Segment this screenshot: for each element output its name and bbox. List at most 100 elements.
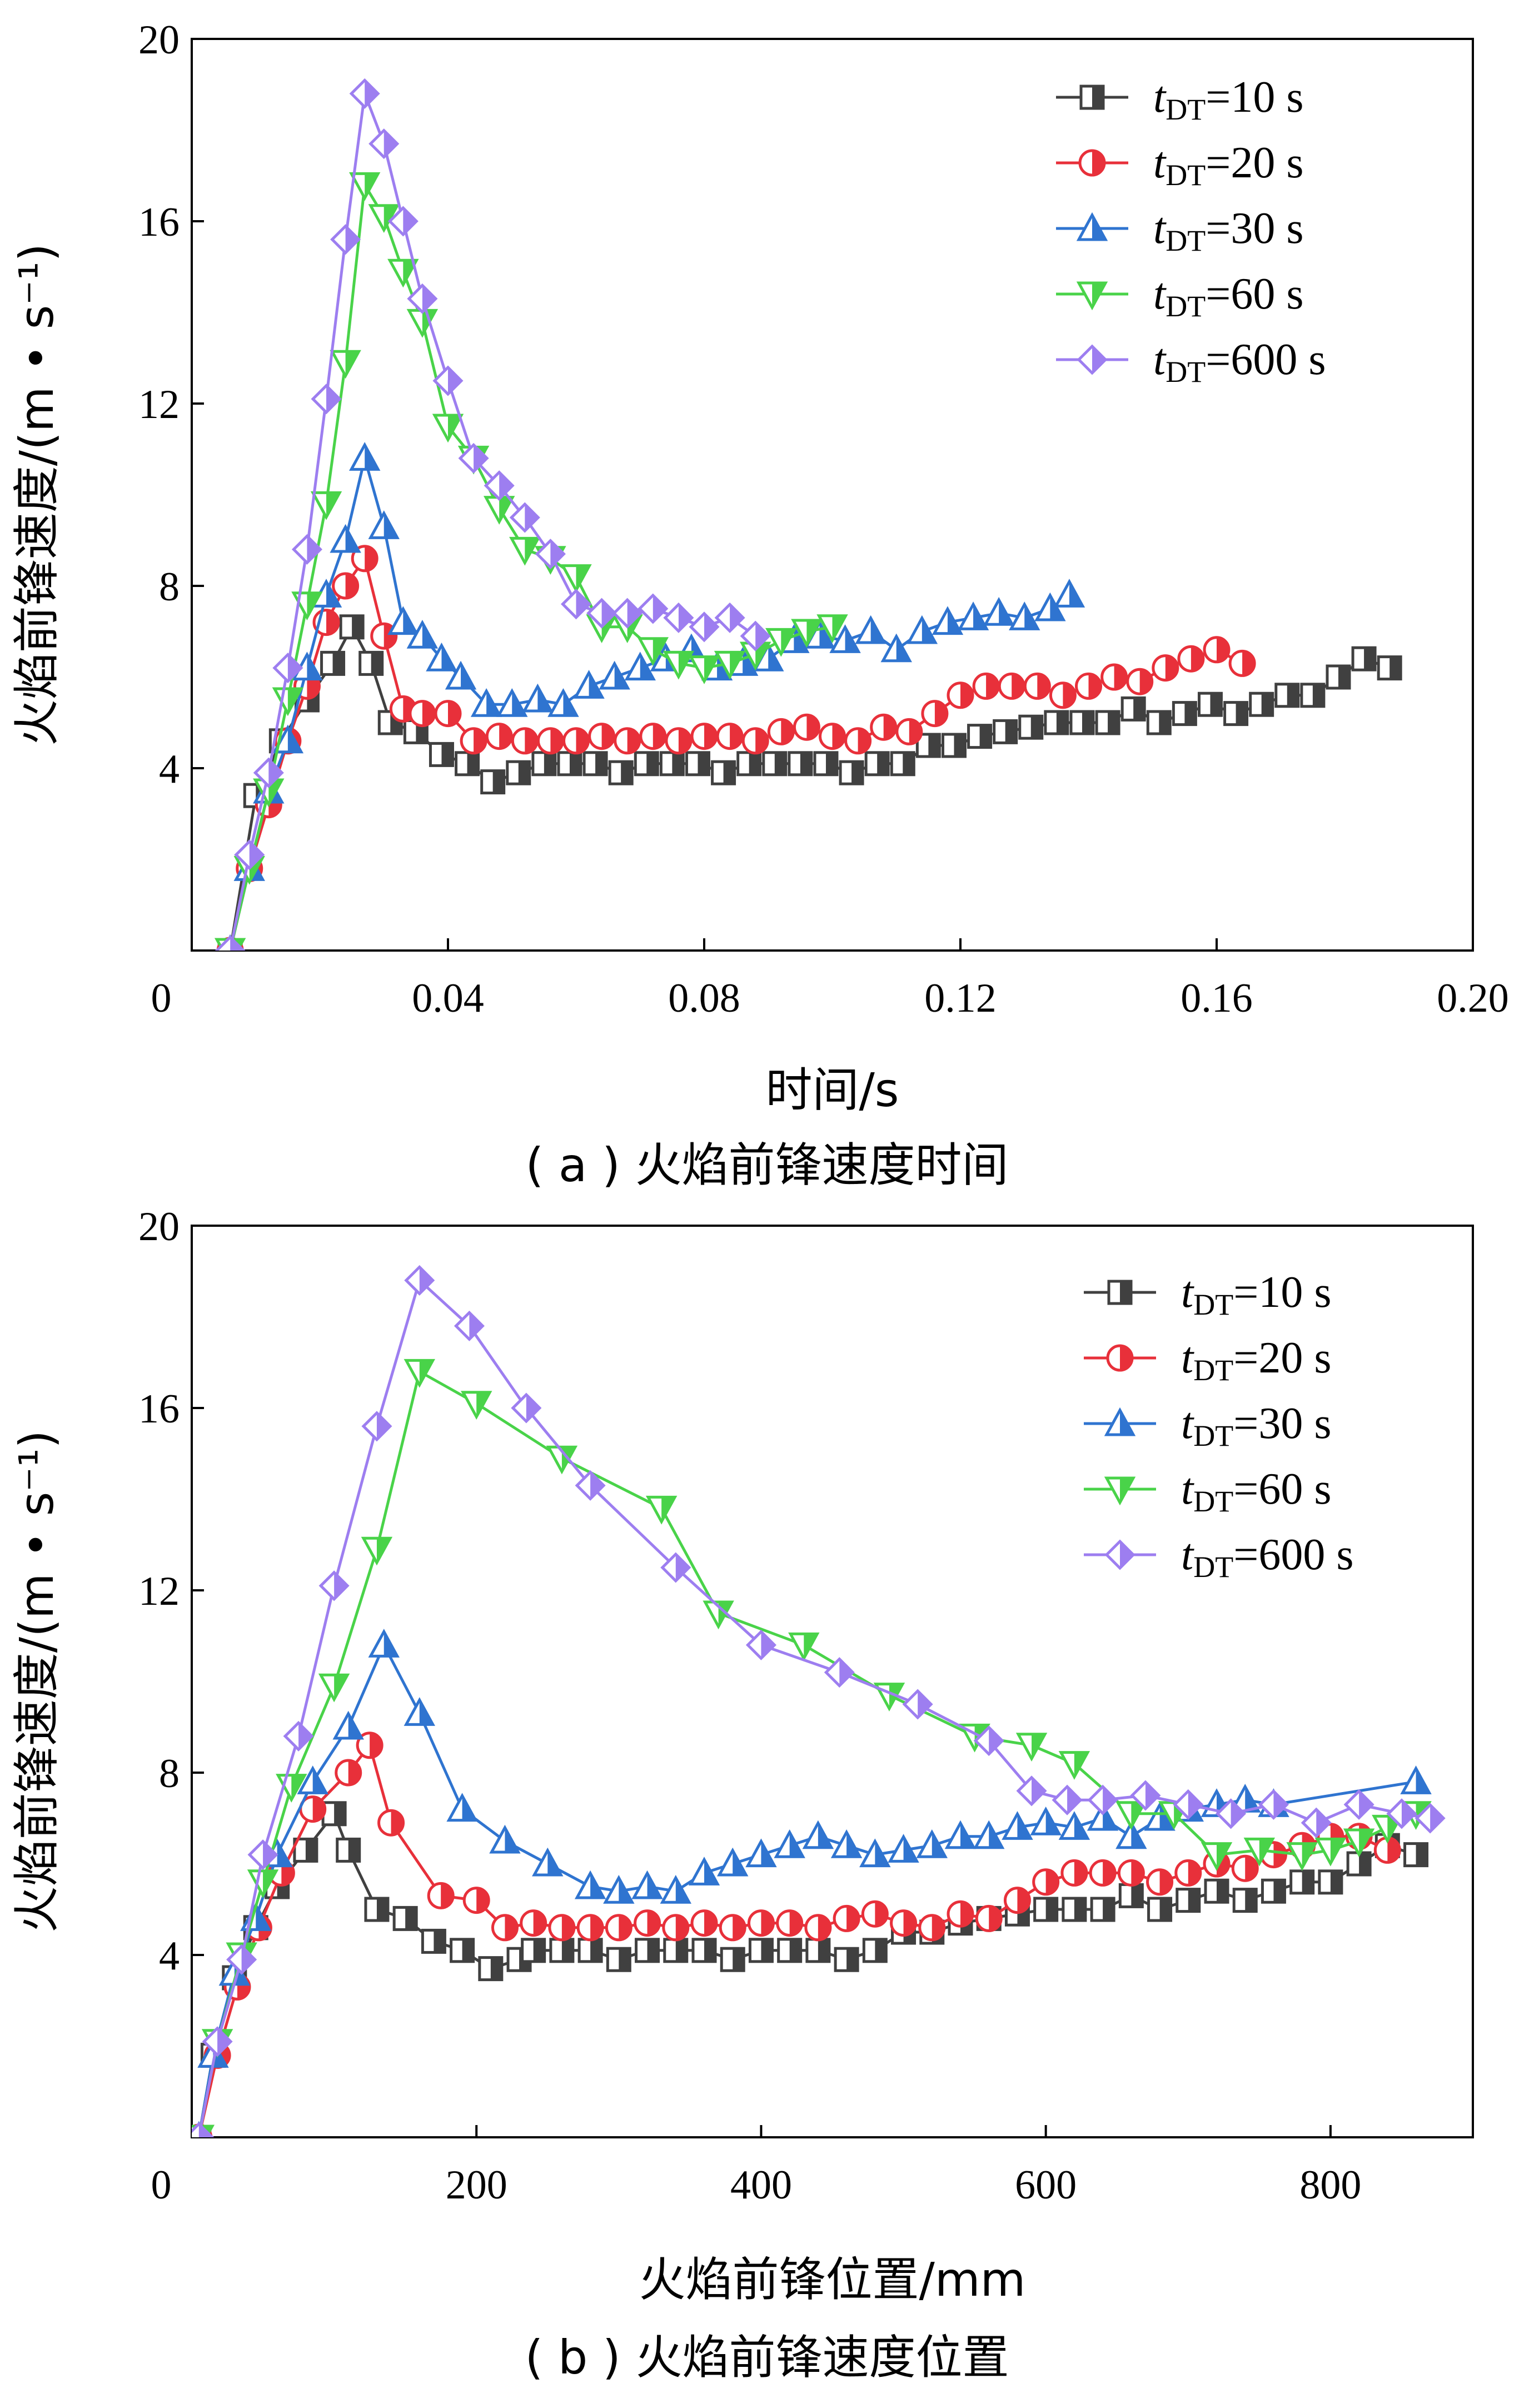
data-point-fill [928, 734, 940, 757]
data-point-fill [230, 937, 244, 951]
data-point-fill [1430, 1805, 1444, 1832]
data-point-fill [312, 1768, 326, 1793]
data-point-fill [1114, 665, 1127, 690]
data-point-fill [403, 609, 417, 634]
data-point-fill [512, 691, 526, 716]
data-point-fill [1330, 1839, 1344, 1864]
data-point-fill [287, 689, 301, 713]
data-point-fill [733, 1948, 744, 1971]
y-tick-label: 16 [138, 1386, 180, 1432]
data-point-fill [647, 1873, 661, 1898]
data-point-fill [918, 1691, 932, 1718]
legend-var: t [1181, 1399, 1194, 1448]
data-point-fill [1012, 674, 1024, 699]
legend-rest: =10 s [1233, 1268, 1331, 1317]
data-point-fill [818, 1915, 830, 1940]
data-point-fill [526, 1395, 540, 1421]
data-point-fill [749, 752, 760, 775]
data-point-fill [277, 1841, 291, 1866]
legend-var: t [1181, 1334, 1194, 1382]
data-point-fill [499, 497, 513, 522]
data-point-fill [419, 1360, 433, 1385]
data-point-fill [525, 504, 539, 531]
data-point-fill [434, 1930, 445, 1953]
legend-entry: tDT=10 s [1181, 1268, 1331, 1321]
data-point-fill [1088, 674, 1101, 699]
data-point-fill [352, 615, 363, 638]
panel-a: 4 8 12 16 20 0 0.04 0.08 0.12 0.16 0.20 时间/s 火焰前锋速度/… [9, 17, 1509, 1192]
data-point-fill [934, 701, 947, 726]
legend-var: t [1181, 1530, 1194, 1579]
y-tick-label: 12 [138, 382, 180, 427]
data-point-fill [1184, 702, 1196, 725]
legend-entry: tDT=600 s [1153, 335, 1326, 389]
data-point-fill [1063, 683, 1075, 708]
data-point-fill [505, 1828, 519, 1852]
data-point-fill [896, 636, 910, 661]
data-point-fill [1330, 1870, 1342, 1893]
series-line [197, 1812, 1417, 2137]
data-point-fill [1302, 1843, 1316, 1868]
x-tick-label: 800 [1299, 2162, 1361, 2208]
legend-rest: =30 s [1233, 1399, 1331, 1448]
data-point-fill [1030, 716, 1042, 739]
x-tick-label: 200 [446, 2162, 507, 2208]
data-point-fill [761, 1631, 775, 1659]
data-point-fill [839, 1659, 853, 1686]
data-point-fill [291, 1775, 305, 1800]
data-point-fill [1242, 651, 1255, 676]
data-point-fill [761, 1939, 773, 1962]
data-point-fill [422, 623, 436, 648]
legend-entry: tDT=30 s [1153, 204, 1303, 257]
data-point-fill [334, 1572, 348, 1599]
data-point-fill [476, 1392, 490, 1417]
data-point-fill [505, 1915, 517, 1940]
data-point-fill [1231, 1800, 1244, 1827]
data-point-fill [675, 1915, 688, 1940]
data-point-fill [1082, 712, 1093, 734]
data-point-fill [348, 1760, 361, 1785]
data-point-fill [1261, 693, 1273, 716]
data-point-fill [846, 1948, 858, 1971]
data-point-fill [563, 691, 577, 716]
data-point-fill [903, 1837, 917, 1862]
data-point-fill [1024, 604, 1038, 629]
data-point-fill [1159, 1805, 1173, 1829]
data-point-fill [761, 1841, 775, 1866]
data-point-fill [384, 205, 397, 230]
data-point-fill [305, 1839, 317, 1862]
legend-sub: DT [1193, 1419, 1233, 1452]
data-point-fill [755, 623, 769, 650]
data-point-fill [490, 1957, 502, 1980]
data-point-fill [1236, 702, 1247, 725]
data-point-fill [1245, 1889, 1257, 1912]
data-point-fill [704, 1939, 715, 1962]
data-point-fill [422, 701, 435, 726]
data-point-fill [851, 762, 863, 784]
data-point-fill [877, 752, 889, 775]
y-tick-label: 4 [159, 747, 180, 792]
x-tick-label: 0.20 [1437, 976, 1509, 1021]
data-point-fill [326, 581, 340, 606]
data-point-fill [621, 762, 632, 784]
data-point-fill [675, 1939, 687, 1962]
data-point-fill [365, 173, 378, 198]
data-point-fill [730, 724, 743, 749]
data-point-fill [1005, 720, 1017, 743]
data-point-fill [1188, 1889, 1199, 1912]
data-point-fill [704, 613, 718, 640]
data-point-fill [1316, 1809, 1330, 1837]
legend-entry: tDT=30 s [1181, 1399, 1331, 1452]
data-point-fill [525, 728, 537, 753]
data-point-fill [678, 604, 692, 631]
data-point-fill [1416, 1843, 1427, 1866]
data-point-fill [1139, 669, 1152, 694]
data-point-fill [441, 645, 455, 670]
legend-var: t [1153, 335, 1167, 384]
data-point-fill [733, 1915, 745, 1940]
data-point-fill [909, 719, 922, 744]
legend-sub: DT [1166, 224, 1206, 257]
